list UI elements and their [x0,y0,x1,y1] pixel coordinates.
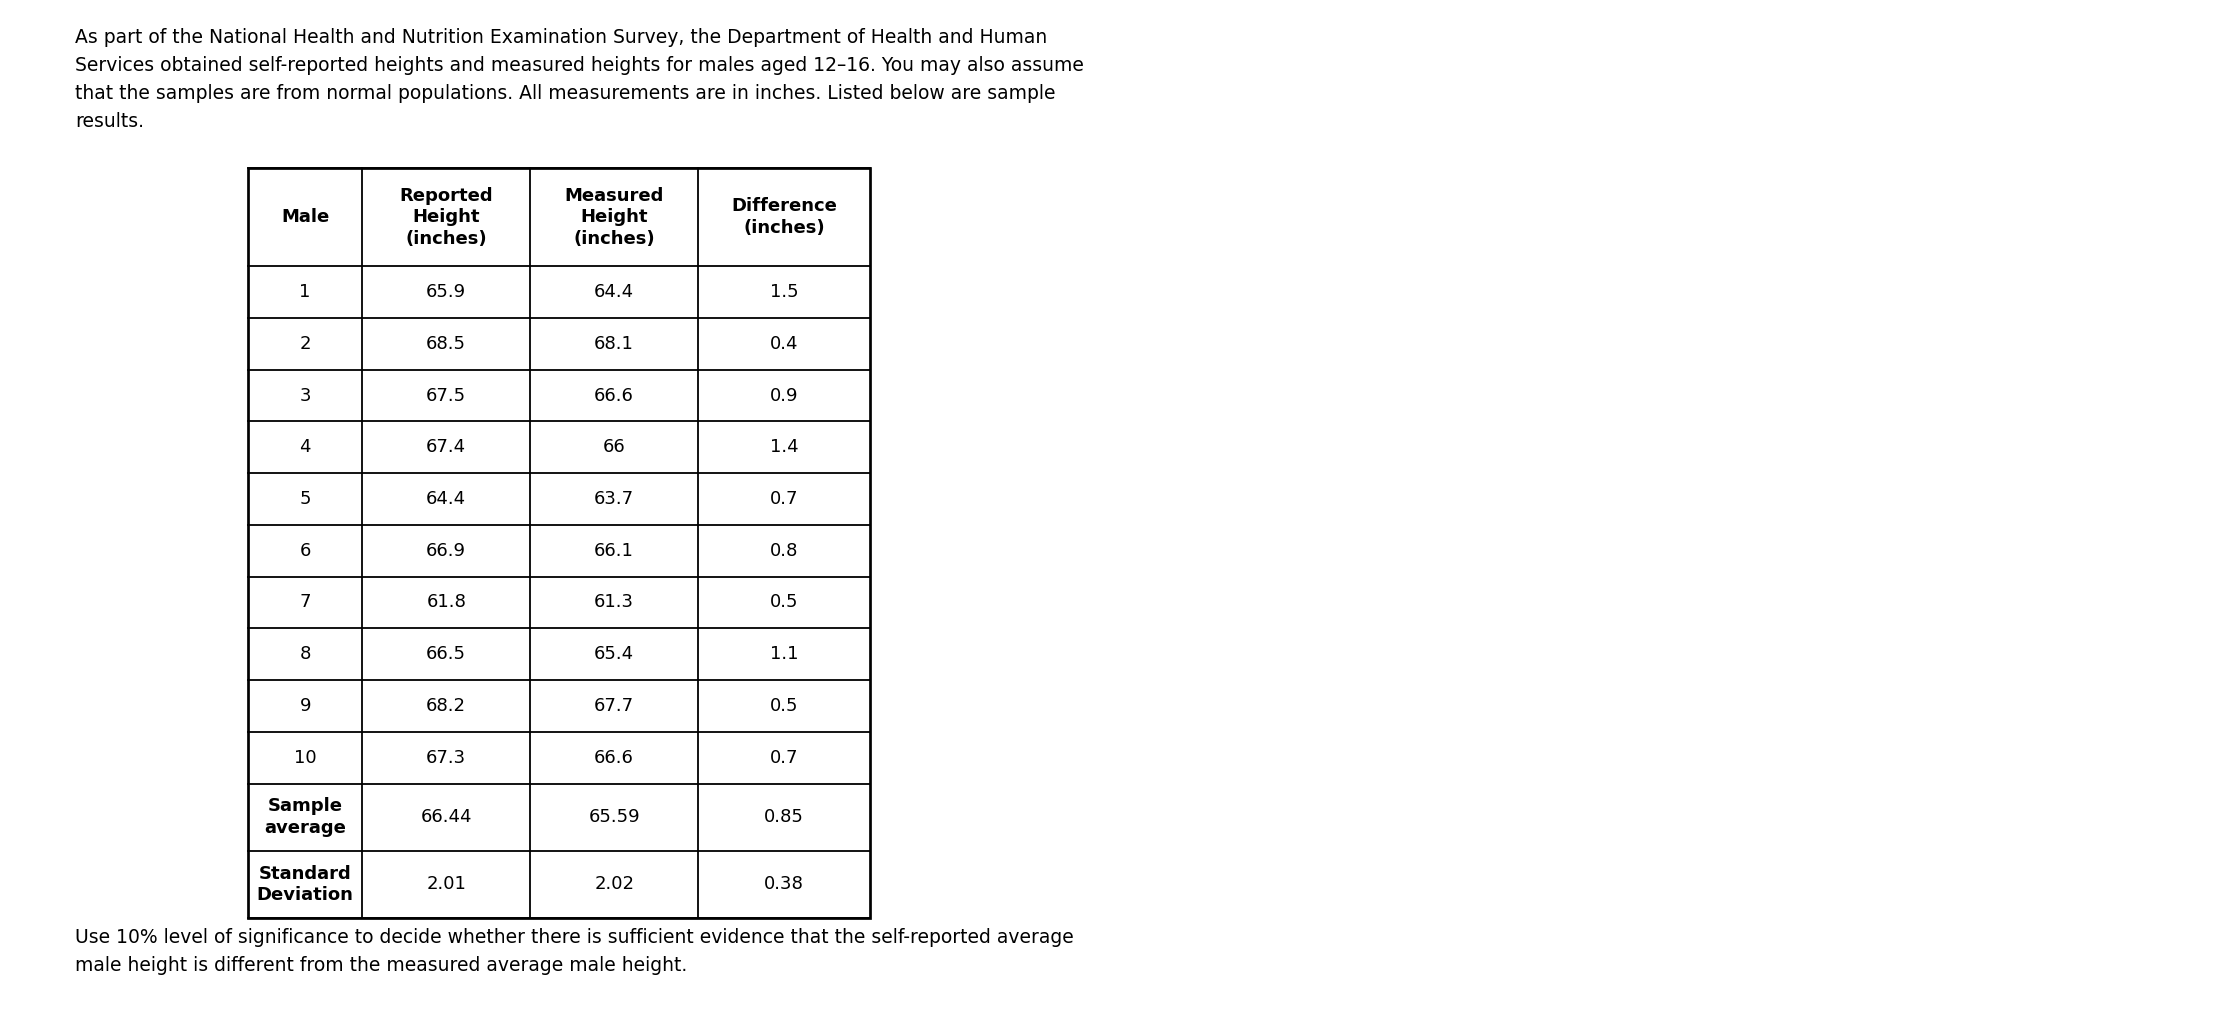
Text: 10: 10 [294,749,316,766]
Text: 67.4: 67.4 [426,438,466,456]
Text: 7: 7 [299,594,312,611]
Text: 67.5: 67.5 [426,386,466,405]
Text: 0.8: 0.8 [771,542,798,560]
Text: 0.7: 0.7 [771,749,798,766]
Text: 64.4: 64.4 [595,283,635,301]
Text: 67.7: 67.7 [595,697,635,715]
Text: Reported
Height
(inches): Reported Height (inches) [399,187,492,247]
Text: 65.59: 65.59 [588,808,639,826]
Text: 3: 3 [299,386,312,405]
Text: 2.02: 2.02 [595,876,635,893]
Text: 67.3: 67.3 [426,749,466,766]
Bar [247,168,869,918]
Text: 61.8: 61.8 [426,594,466,611]
Text: 6: 6 [299,542,312,560]
Text: 0.7: 0.7 [771,490,798,508]
Text: 0.38: 0.38 [764,876,804,893]
Text: 9: 9 [299,697,312,715]
Text: 64.4: 64.4 [426,490,466,508]
Text: 5: 5 [299,490,312,508]
Text: 65.4: 65.4 [595,645,635,663]
Text: 8: 8 [299,645,312,663]
Text: 2.01: 2.01 [426,876,466,893]
Text: Difference
(inches): Difference (inches) [731,197,838,237]
Text: 1: 1 [299,283,312,301]
Text: 66.6: 66.6 [595,749,635,766]
Text: 66.6: 66.6 [595,386,635,405]
Text: 66.9: 66.9 [426,542,466,560]
Text: Sample
average: Sample average [265,797,345,837]
Text: 68.2: 68.2 [426,697,466,715]
Text: 0.5: 0.5 [771,697,798,715]
Text: 0.85: 0.85 [764,808,804,826]
Text: 65.9: 65.9 [426,283,466,301]
Text: 68.1: 68.1 [595,335,635,353]
Text: 63.7: 63.7 [595,490,635,508]
Text: 1.1: 1.1 [771,645,798,663]
Text: 66.1: 66.1 [595,542,635,560]
Text: 61.3: 61.3 [595,594,635,611]
Text: Measured
Height
(inches): Measured Height (inches) [564,187,664,247]
Text: 66.5: 66.5 [426,645,466,663]
Text: 1.4: 1.4 [769,438,798,456]
Text: 1.5: 1.5 [769,283,798,301]
Text: 2: 2 [299,335,312,353]
Text: 68.5: 68.5 [426,335,466,353]
Text: As part of the National Health and Nutrition Examination Survey, the Department : As part of the National Health and Nutri… [76,28,1083,131]
Text: Male: Male [281,208,330,226]
Text: 0.4: 0.4 [771,335,798,353]
Text: Standard
Deviation: Standard Deviation [256,865,354,904]
Text: 66: 66 [604,438,626,456]
Text: 66.44: 66.44 [421,808,472,826]
Text: 4: 4 [299,438,312,456]
Text: 0.9: 0.9 [771,386,798,405]
Text: 0.5: 0.5 [771,594,798,611]
Text: Use 10% level of significance to decide whether there is sufficient evidence tha: Use 10% level of significance to decide … [76,928,1074,975]
